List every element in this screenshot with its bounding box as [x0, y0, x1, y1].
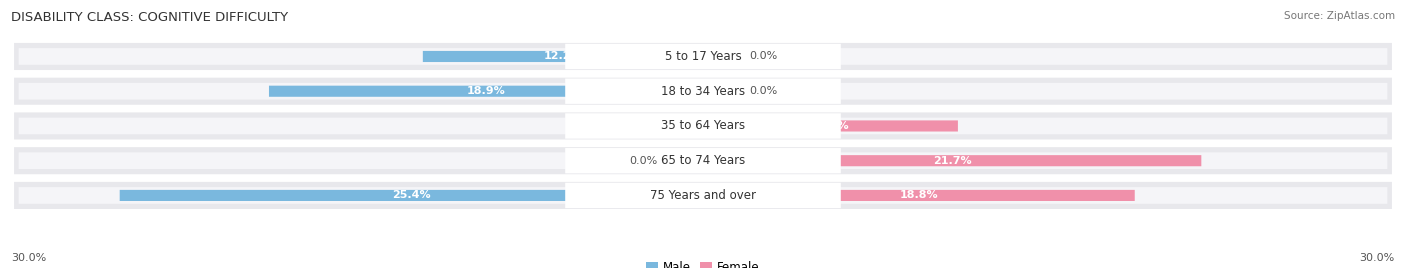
Text: 75 Years and over: 75 Years and over	[650, 189, 756, 202]
FancyBboxPatch shape	[703, 120, 957, 132]
Text: 21.7%: 21.7%	[932, 156, 972, 166]
FancyBboxPatch shape	[18, 152, 1388, 169]
FancyBboxPatch shape	[14, 147, 1392, 174]
FancyBboxPatch shape	[703, 190, 1135, 201]
Text: 0.0%: 0.0%	[749, 51, 778, 61]
FancyBboxPatch shape	[18, 48, 1388, 65]
FancyBboxPatch shape	[565, 183, 841, 208]
FancyBboxPatch shape	[703, 86, 738, 97]
FancyBboxPatch shape	[565, 148, 841, 173]
Text: 0.0%: 0.0%	[628, 156, 657, 166]
FancyBboxPatch shape	[572, 120, 703, 132]
FancyBboxPatch shape	[669, 155, 703, 166]
Text: 25.4%: 25.4%	[392, 191, 430, 200]
FancyBboxPatch shape	[565, 113, 841, 139]
Legend: Male, Female: Male, Female	[647, 261, 759, 268]
FancyBboxPatch shape	[703, 155, 1201, 166]
Text: 65 to 74 Years: 65 to 74 Years	[661, 154, 745, 167]
Text: 30.0%: 30.0%	[1360, 253, 1395, 263]
FancyBboxPatch shape	[565, 44, 841, 69]
Text: DISABILITY CLASS: COGNITIVE DIFFICULTY: DISABILITY CLASS: COGNITIVE DIFFICULTY	[11, 11, 288, 24]
Text: 18.9%: 18.9%	[467, 86, 505, 96]
Text: 35 to 64 Years: 35 to 64 Years	[661, 120, 745, 132]
FancyBboxPatch shape	[703, 51, 738, 62]
Text: 0.0%: 0.0%	[749, 86, 778, 96]
Text: 11.1%: 11.1%	[811, 121, 849, 131]
FancyBboxPatch shape	[423, 51, 703, 62]
FancyBboxPatch shape	[18, 118, 1388, 134]
FancyBboxPatch shape	[565, 79, 841, 104]
FancyBboxPatch shape	[120, 190, 703, 201]
Text: 18 to 34 Years: 18 to 34 Years	[661, 85, 745, 98]
Text: 30.0%: 30.0%	[11, 253, 46, 263]
Text: 18.8%: 18.8%	[900, 191, 938, 200]
FancyBboxPatch shape	[14, 78, 1392, 105]
FancyBboxPatch shape	[269, 86, 703, 97]
FancyBboxPatch shape	[14, 43, 1392, 70]
FancyBboxPatch shape	[14, 182, 1392, 209]
Text: Source: ZipAtlas.com: Source: ZipAtlas.com	[1284, 11, 1395, 21]
Text: 12.2%: 12.2%	[544, 51, 582, 61]
Text: 5 to 17 Years: 5 to 17 Years	[665, 50, 741, 63]
Text: 5.7%: 5.7%	[623, 121, 652, 131]
FancyBboxPatch shape	[18, 83, 1388, 99]
FancyBboxPatch shape	[18, 187, 1388, 204]
FancyBboxPatch shape	[14, 112, 1392, 140]
